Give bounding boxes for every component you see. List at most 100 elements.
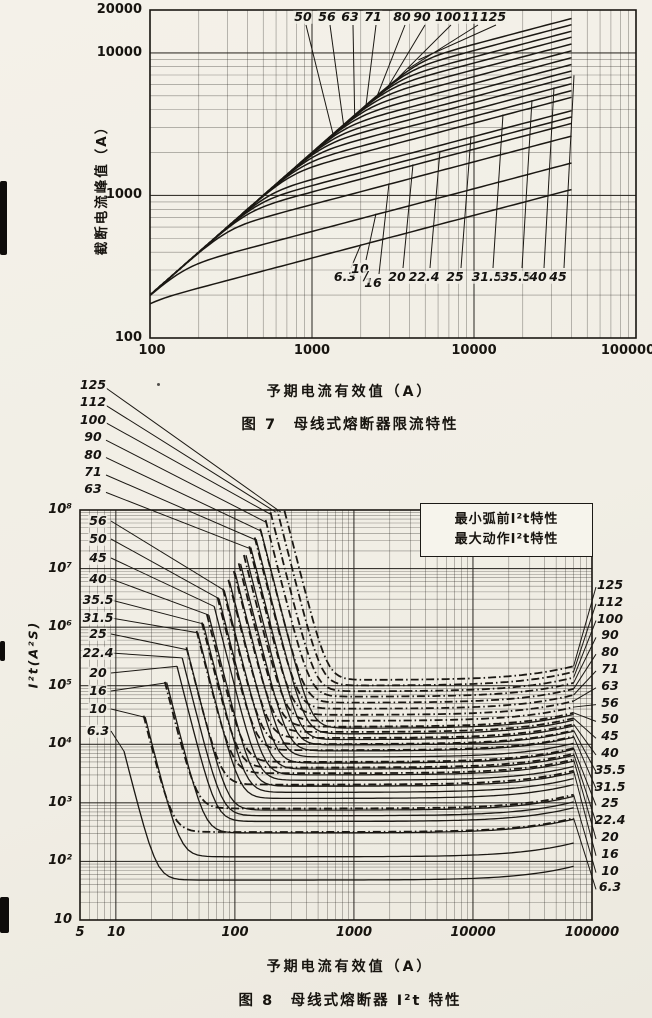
f8-left-outer-label-63: 63 [83,481,103,497]
f8-left-inner-label-6.3: 6.3 [85,722,111,738]
f8-min-prearcing-25 [186,649,574,811]
f8-xtick-100: 100 [221,925,249,940]
f8-min-prearcing-71 [234,572,574,758]
f8-right-label-71: 71 [601,660,619,676]
f7-xtick-100000: 100000 [600,343,652,358]
figure8-y-axis-label: I²t(A²S) [25,620,41,689]
f8-max-operating-20 [195,630,574,775]
figure8-grid [79,509,593,921]
figure8-legend: 最小弧前I²t特性 最大动作I²t特性 [420,503,593,557]
figure7-caption: 图 7 母线式熔断器限流特性 [241,417,459,433]
f8-xtick-100000: 100000 [564,925,620,940]
f7-ytick-1000: 1000 [105,187,142,202]
f8-min-prearcing-90 [245,555,574,746]
f8-max-operating-90 [264,519,574,698]
f8-left-outer-label-112: 112 [78,394,108,410]
f8-right-label-16: 16 [601,845,619,861]
f8-left-inner-label-20: 20 [88,664,108,680]
f7-bottom-curve-label-20: 20 [387,268,407,284]
f8-left-outer-label-100: 100 [78,411,108,427]
f8-min-prearcing-100 [250,547,574,741]
f8-ytick-4: 10⁴ [48,736,72,752]
f8-min-prearcing-125 [260,530,574,729]
f8-min-prearcing-6.3 [123,750,574,881]
f8-xtick-10000: 10000 [450,925,496,940]
scan-artifact [0,181,7,255]
f8-ytick-6: 10² [48,853,72,869]
f8-right-label-45: 45 [601,727,619,743]
figure7-x-axis-label: 予期电流有效值（A） [266,384,434,400]
f8-right-label-80: 80 [601,643,619,659]
f8-left-inner-label-35.5: 35.5 [81,591,115,607]
f8-left-inner-label-56: 56 [88,512,108,528]
f7-bottom-curve-label-35.5: 35.5 [499,268,533,284]
f8-max-operating-100 [269,511,574,693]
legend-entry-min-prearcing: 最小弧前I²t特性 [454,511,559,527]
f7-top-curve-label-125: 125 [478,8,508,24]
f8-max-operating-35.5 [222,588,574,745]
f8-ytick-3: 10⁵ [48,677,72,693]
f8-max-operating-80 [259,528,574,704]
f8-right-label-50: 50 [601,711,619,727]
f7-xtick-10000: 10000 [451,343,497,358]
f8-left-inner-label-50: 50 [88,530,108,546]
f8-right-label-20: 20 [601,828,619,844]
f8-xtick-10: 10 [106,925,126,940]
f8-right-label-22.4: 22.4 [594,811,626,827]
f8-right-label-6.3: 6.3 [598,879,622,895]
f8-right-label-112: 112 [596,593,624,609]
f8-right-label-56: 56 [601,694,619,710]
f8-left-outer-label-125: 125 [78,376,108,392]
f7-bottom-curve-label-45: 45 [548,268,568,284]
f8-right-label-35.5: 35.5 [594,761,626,777]
f8-left-outer-label-71: 71 [83,463,103,479]
f8-max-operating-125 [283,510,574,681]
f8-xtick-5: 5 [75,925,85,940]
f8-min-prearcing-16 [166,682,574,834]
f8-right-label-10: 10 [601,862,619,878]
f8-right-label-40: 40 [601,744,619,760]
f8-xtick-1000: 1000 [335,925,373,940]
f8-min-prearcing-63 [228,581,574,764]
f8-right-label-63: 63 [601,677,619,693]
figure8-leader-lines [105,387,597,890]
f7-top-curve-label-56: 56 [317,8,337,24]
f8-max-operating-25 [206,614,574,763]
scan-speck [157,383,160,386]
f7-ytick-100: 100 [114,330,142,345]
f8-ytick-2: 10⁶ [48,619,72,635]
f8-left-inner-label-10: 10 [88,700,108,716]
figure8-caption: 图 8 母线式熔断器 I²t 特性 [238,993,462,1009]
f8-left-inner-label-22.4: 22.4 [81,644,115,660]
f8-max-operating-31.5 [216,597,574,751]
f8-max-operating-10 [163,681,574,810]
f7-curve-16 [150,135,572,296]
f7-fraction-slash: / [362,267,370,283]
f8-min-prearcing-50 [218,598,574,776]
f7-curve-125 [150,17,572,296]
f8-max-operating-16 [185,647,574,786]
f7-top-curve-label-50: 50 [293,8,313,24]
f8-min-prearcing-112 [255,538,574,735]
f7-top-curve-label-63: 63 [340,8,360,24]
figure8-x-axis-label: 予期电流有效值（A） [266,959,434,975]
f8-min-prearcing-56 [223,590,574,770]
f7-xtick-1000: 1000 [293,343,331,358]
f8-min-prearcing-45 [213,606,574,781]
f7-ytick-10000: 10000 [96,45,142,60]
scan-artifact [0,641,5,661]
f7-bottom-curve-label-22.4: 22.4 [407,268,441,284]
f8-left-inner-label-16: 16 [88,682,108,698]
f7-ytick-20000: 20000 [96,2,142,17]
f8-max-operating-112 [276,510,574,687]
f8-left-inner-label-25: 25 [88,625,108,641]
f8-min-prearcing-10 [144,717,574,858]
f8-min-prearcing-22.4 [181,657,574,817]
f8-left-inner-label-40: 40 [88,570,108,586]
f8-ytick-7: 10 [53,911,72,927]
f7-xtick-100: 100 [138,343,166,358]
f7-bottom-curve-label-31.5: 31.5 [470,268,504,284]
f7-top-curve-label-80: 80 [392,8,412,24]
